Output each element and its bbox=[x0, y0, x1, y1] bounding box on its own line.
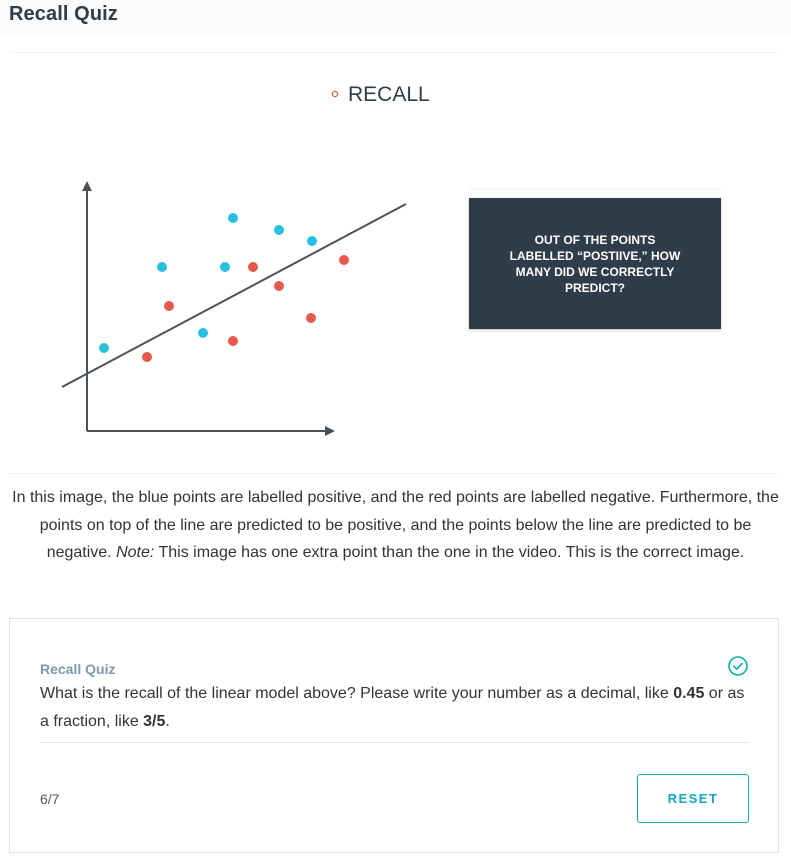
positive-point bbox=[228, 213, 238, 223]
positive-point bbox=[99, 343, 109, 353]
quiz-label: Recall Quiz bbox=[40, 661, 116, 677]
arrow-right-icon bbox=[325, 426, 335, 436]
page-title: Recall Quiz bbox=[9, 3, 118, 25]
recall-figure: RECALL bbox=[61, 83, 722, 436]
figure-heading: RECALL bbox=[348, 83, 430, 106]
description-part1: In this image, the blue points are label… bbox=[12, 489, 779, 561]
negative-point bbox=[339, 255, 349, 265]
description-part2: This image has one extra point than the … bbox=[154, 544, 745, 561]
negative-point bbox=[274, 281, 284, 291]
decision-line bbox=[61, 203, 407, 388]
negative-point bbox=[248, 262, 258, 272]
quiz-progress: 6/7 bbox=[40, 791, 60, 807]
question-part2: or as a fraction, like bbox=[40, 685, 745, 730]
page-header: Recall Quiz bbox=[0, 0, 791, 34]
negative-point bbox=[142, 352, 152, 362]
description-text: In this image, the blue points are label… bbox=[8, 484, 783, 567]
reset-button[interactable]: RESET bbox=[637, 774, 749, 823]
negative-point bbox=[306, 313, 316, 323]
negative-point bbox=[164, 301, 174, 311]
question-part1: What is the recall of the linear model a… bbox=[40, 685, 674, 702]
quiz-divider bbox=[40, 742, 749, 743]
positive-point bbox=[157, 262, 167, 272]
note-label: Note: bbox=[116, 544, 155, 561]
bullet-icon bbox=[331, 90, 339, 98]
check-circle-icon bbox=[728, 656, 748, 676]
quiz-question: What is the recall of the linear model a… bbox=[40, 680, 750, 736]
positive-point bbox=[307, 236, 317, 246]
positive-point bbox=[274, 225, 284, 235]
example-decimal: 0.45 bbox=[673, 685, 705, 702]
example-fraction: 3/5 bbox=[143, 713, 166, 730]
positive-point bbox=[198, 328, 208, 338]
quiz-card: Recall Quiz What is the recall of the li… bbox=[9, 618, 779, 853]
question-part3: . bbox=[165, 713, 170, 730]
question-box: OUT OF THE POINTS LABELLED “POSTIIVE,” H… bbox=[469, 198, 721, 329]
negative-point bbox=[228, 336, 238, 346]
arrow-up-icon bbox=[82, 181, 92, 191]
positive-point bbox=[220, 262, 230, 272]
